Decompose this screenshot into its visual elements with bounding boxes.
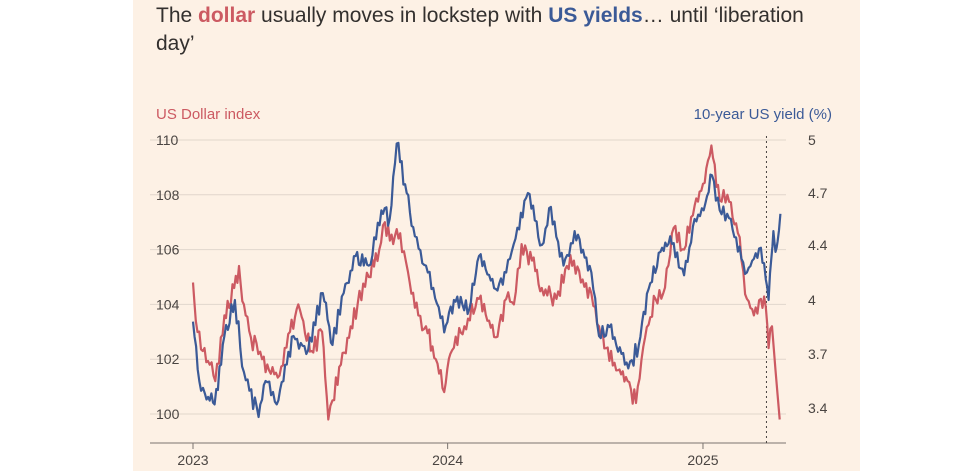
- axes: 100 102 104 106 108 110 3.4 3.7 4 4.4 4.7 5 2023 2024…: [150, 132, 828, 468]
- left-tick-label: 106: [156, 242, 180, 258]
- left-tick-label: 110: [156, 132, 179, 148]
- right-axis-label: 10-year US yield (%): [693, 106, 832, 123]
- x-tick-label-2025: 2025: [687, 452, 718, 468]
- left-tick-label: 100: [156, 406, 180, 422]
- left-axis-label: US Dollar index: [156, 106, 261, 123]
- right-tick-label: 4.7: [808, 185, 828, 201]
- x-tick-label-2023: 2023: [177, 452, 208, 468]
- right-tick-label: 3.7: [808, 346, 828, 362]
- title-part-5: … until ‘liberation day’: [156, 4, 804, 55]
- title-highlight-yield: US yields: [548, 4, 643, 27]
- title-highlight-dollar: dollar: [198, 4, 256, 27]
- series: [191, 141, 782, 421]
- series-line-10y-yield: [191, 141, 782, 419]
- right-tick-label: 5: [808, 132, 816, 148]
- left-tick-label: 104: [156, 296, 180, 312]
- x-tick-label-2024: 2024: [432, 452, 463, 468]
- series-line-dollar-index: [191, 144, 781, 421]
- right-tick-label: 3.4: [808, 400, 828, 416]
- right-tick-label: 4: [808, 292, 816, 308]
- title-part-3: usually moves in lockstep with: [255, 4, 549, 27]
- gridlines: [150, 139, 786, 415]
- title-part-1: The: [156, 4, 199, 27]
- right-tick-label: 4.4: [808, 237, 828, 253]
- left-tick-label: 102: [156, 351, 180, 367]
- chart-title: The dollar usually moves in lockstep wit…: [156, 2, 836, 58]
- left-tick-label: 108: [156, 187, 180, 203]
